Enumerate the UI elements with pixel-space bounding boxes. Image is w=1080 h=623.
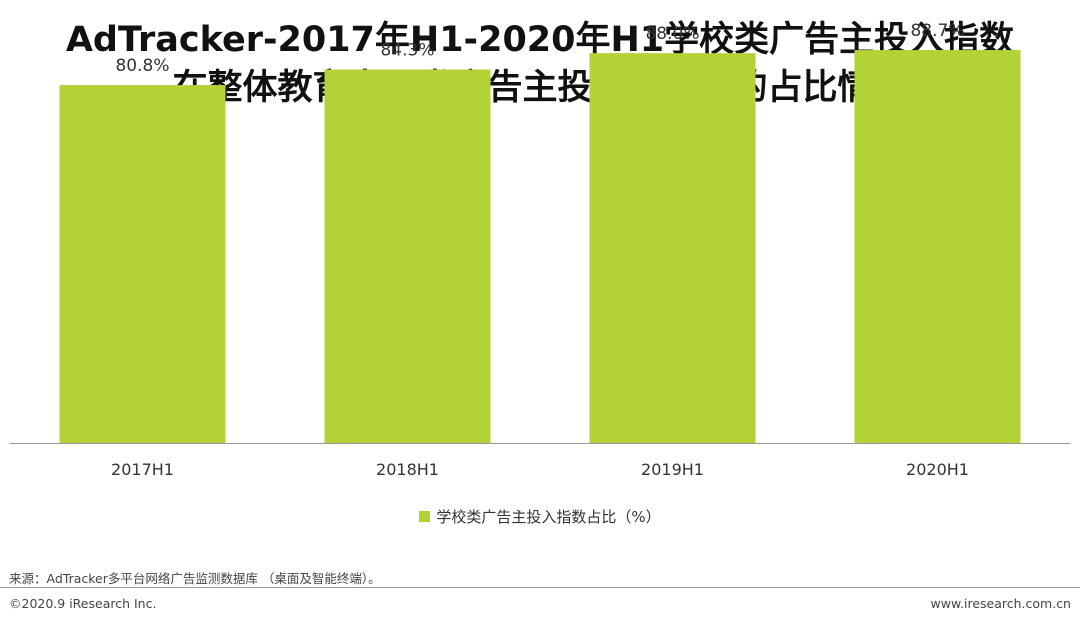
bar-chart: 80.8% 2017H1 84.3% 2018H1 88.0% 2019H1 88.7% 20… [10, 21, 1070, 479]
chart-title-line-2: 在整体教育出国类广告主投入指数中的占比情况 [172, 68, 908, 108]
x-tick-label-2018H1: 2018H1 [376, 460, 439, 479]
bar-2017H1 [59, 85, 226, 443]
legend-swatch [419, 511, 431, 522]
x-tick-label-2020H1: 2020H1 [906, 460, 969, 479]
data-label-2019H1: 88.0% [645, 24, 699, 44]
x-tick-label-2019H1: 2019H1 [641, 460, 704, 479]
legend-label: 学校类广告主投入指数占比（%） [436, 508, 661, 526]
website-url: www.iresearch.com.cn [930, 596, 1072, 611]
bar-2020H1 [854, 50, 1021, 444]
bar-2018H1 [324, 69, 491, 444]
source-note: 来源：AdTracker多平台网络广告监测数据库 （桌面及智能终端）。 [9, 571, 381, 586]
data-label-2017H1: 80.8% [115, 56, 169, 76]
x-tick-label-2017H1: 2017H1 [111, 460, 174, 479]
footer-divider [0, 587, 1080, 588]
data-label-2020H1: 88.7% [910, 21, 964, 41]
bar-2019H1 [589, 53, 756, 443]
copyright: ©2020.9 iResearch Inc. [9, 596, 157, 611]
legend: 学校类广告主投入指数占比（%） [0, 506, 1080, 527]
data-label-2018H1: 84.3% [380, 41, 434, 61]
